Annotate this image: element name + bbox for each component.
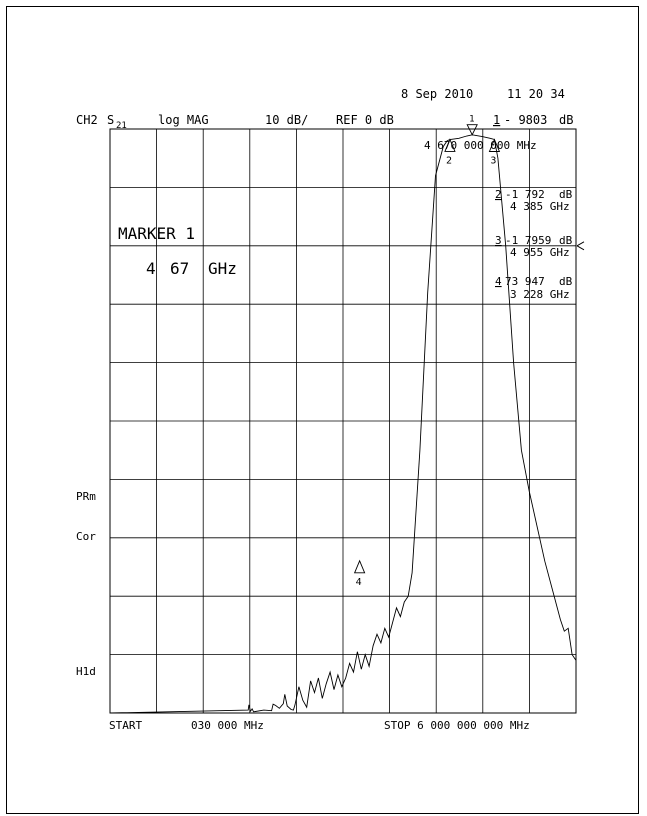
param-label: S <box>107 113 114 127</box>
marker-readout-3-num: 3 <box>495 234 502 247</box>
trace-marker-4-symbol <box>353 559 366 574</box>
trace-marker-3: 3 <box>488 138 501 166</box>
format-label: log MAG <box>158 113 209 127</box>
graticule <box>109 128 585 714</box>
footer-start-value: 030 000 MHz <box>191 719 264 732</box>
marker-readout-4-value: 73 947 <box>505 275 545 288</box>
annotation-hld: H1d <box>76 665 96 678</box>
active-marker-value: - 9803 <box>504 113 547 127</box>
marker-readout-3-freq: 4 955 GHz <box>510 246 570 259</box>
trace-marker-4-label: 4 <box>356 577 362 588</box>
marker-freq-readout: 4 670 000 000 MHz <box>424 139 537 152</box>
trace-s21 <box>109 134 577 714</box>
marker-box-title: MARKER 1 <box>118 224 195 243</box>
marker-readout-4-num: 4 <box>495 275 502 288</box>
trace-marker-2-symbol <box>444 138 456 152</box>
header-date: 8 Sep 2010 <box>401 87 473 101</box>
header-time: 11 20 34 <box>507 87 565 101</box>
channel-label: CH2 <box>76 113 98 127</box>
marker-readout-3: 3 -1 7959 dB 4 955 GHz <box>495 234 573 259</box>
annotation-prm: PRm <box>76 490 96 503</box>
active-marker-number: 1 <box>493 113 500 127</box>
marker-readout-4: 4 73 947 dB 3 228 GHz <box>495 275 573 301</box>
marker-readout-3-unit: dB <box>559 234 573 247</box>
trace-marker-3-label: 3 <box>490 155 496 166</box>
scale-label: 10 dB/ <box>265 113 308 127</box>
annotation-cor: Cor <box>76 530 96 543</box>
trace-marker-1-label: 1 <box>469 115 474 125</box>
marker-readout-3-value: -1 7959 <box>505 234 551 247</box>
marker-readout-4-freq: 3 228 GHz <box>510 288 570 301</box>
reference-level-arrow <box>576 241 585 251</box>
marker-box-unit: GHz <box>208 259 237 278</box>
instrument-printout-frame <box>6 6 639 814</box>
marker-box-val: 67 <box>170 259 189 278</box>
trace-marker-2: 2 <box>444 138 456 166</box>
marker-readout-2: 2 -1 792 dB 4 385 GHz <box>495 188 573 213</box>
param-subscript: 21 <box>116 121 127 131</box>
trace-marker-2-label: 2 <box>446 155 452 166</box>
marker-layer: 1 2 3 4 <box>353 115 501 588</box>
marker-box: MARKER 1 4 67 GHz <box>118 224 237 278</box>
footer-stop: STOP 6 000 000 000 MHz <box>384 719 530 732</box>
trace-marker-1: 1 <box>466 115 478 136</box>
marker-box-num: 4 <box>146 259 156 278</box>
marker-readout-2-unit: dB <box>559 188 573 201</box>
marker-readout-4-unit: dB <box>559 275 573 288</box>
marker-readout-2-num: 2 <box>495 188 502 201</box>
trace-marker-3-symbol <box>488 138 501 152</box>
marker-readout-2-freq: 4 385 GHz <box>510 200 570 213</box>
active-marker-unit: dB <box>559 113 573 127</box>
trace-marker-4: 4 <box>353 559 366 588</box>
footer-start-label: START <box>109 719 142 732</box>
trace-layer <box>109 134 577 714</box>
marker-readout-2-value: -1 792 <box>505 188 545 201</box>
ref-label: REF 0 dB <box>336 113 394 127</box>
trace-marker-1-symbol <box>466 124 478 136</box>
